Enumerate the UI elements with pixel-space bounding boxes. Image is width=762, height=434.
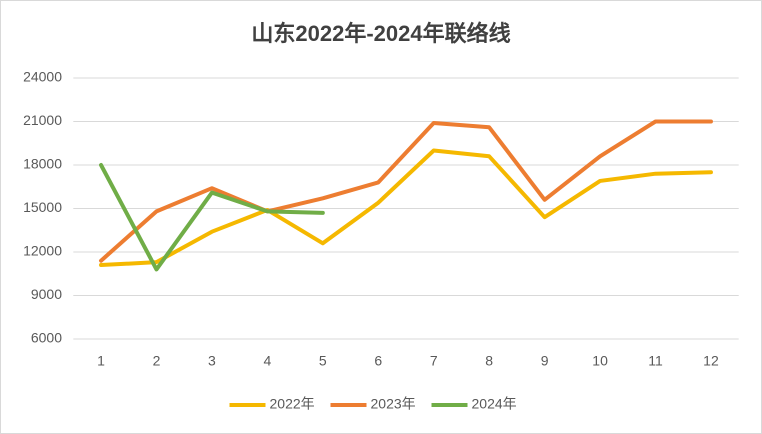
- series-line: [99, 119, 713, 263]
- series-line: [99, 163, 325, 272]
- y-tick-label: 24000: [23, 69, 62, 85]
- x-tick-label: 3: [208, 353, 216, 369]
- x-tick-label: 7: [430, 353, 438, 369]
- x-tick-label: 8: [485, 353, 493, 369]
- x-tick-label: 1: [97, 353, 105, 369]
- legend-label: 2022年: [270, 396, 315, 412]
- y-tick-label: 21000: [23, 112, 62, 128]
- y-tick-label: 12000: [23, 243, 62, 259]
- series-line: [99, 148, 713, 268]
- x-tick-label: 5: [319, 353, 327, 369]
- x-tick-label: 12: [703, 353, 719, 369]
- x-tick-label: 9: [541, 353, 549, 369]
- y-tick-label: 6000: [31, 330, 62, 346]
- chart-title: 山东2022年-2024年联络线: [251, 21, 510, 46]
- y-tick-label: 9000: [31, 286, 62, 302]
- x-tick-label: 11: [648, 353, 663, 369]
- x-tick-label: 10: [592, 353, 608, 369]
- y-tick-label: 15000: [23, 199, 62, 215]
- legend-label: 2024年: [472, 396, 517, 412]
- x-tick-label: 2: [153, 353, 161, 369]
- x-tick-label: 4: [263, 353, 271, 369]
- x-tick-label: 6: [374, 353, 382, 369]
- legend-label: 2023年: [371, 396, 416, 412]
- y-tick-label: 18000: [23, 156, 62, 172]
